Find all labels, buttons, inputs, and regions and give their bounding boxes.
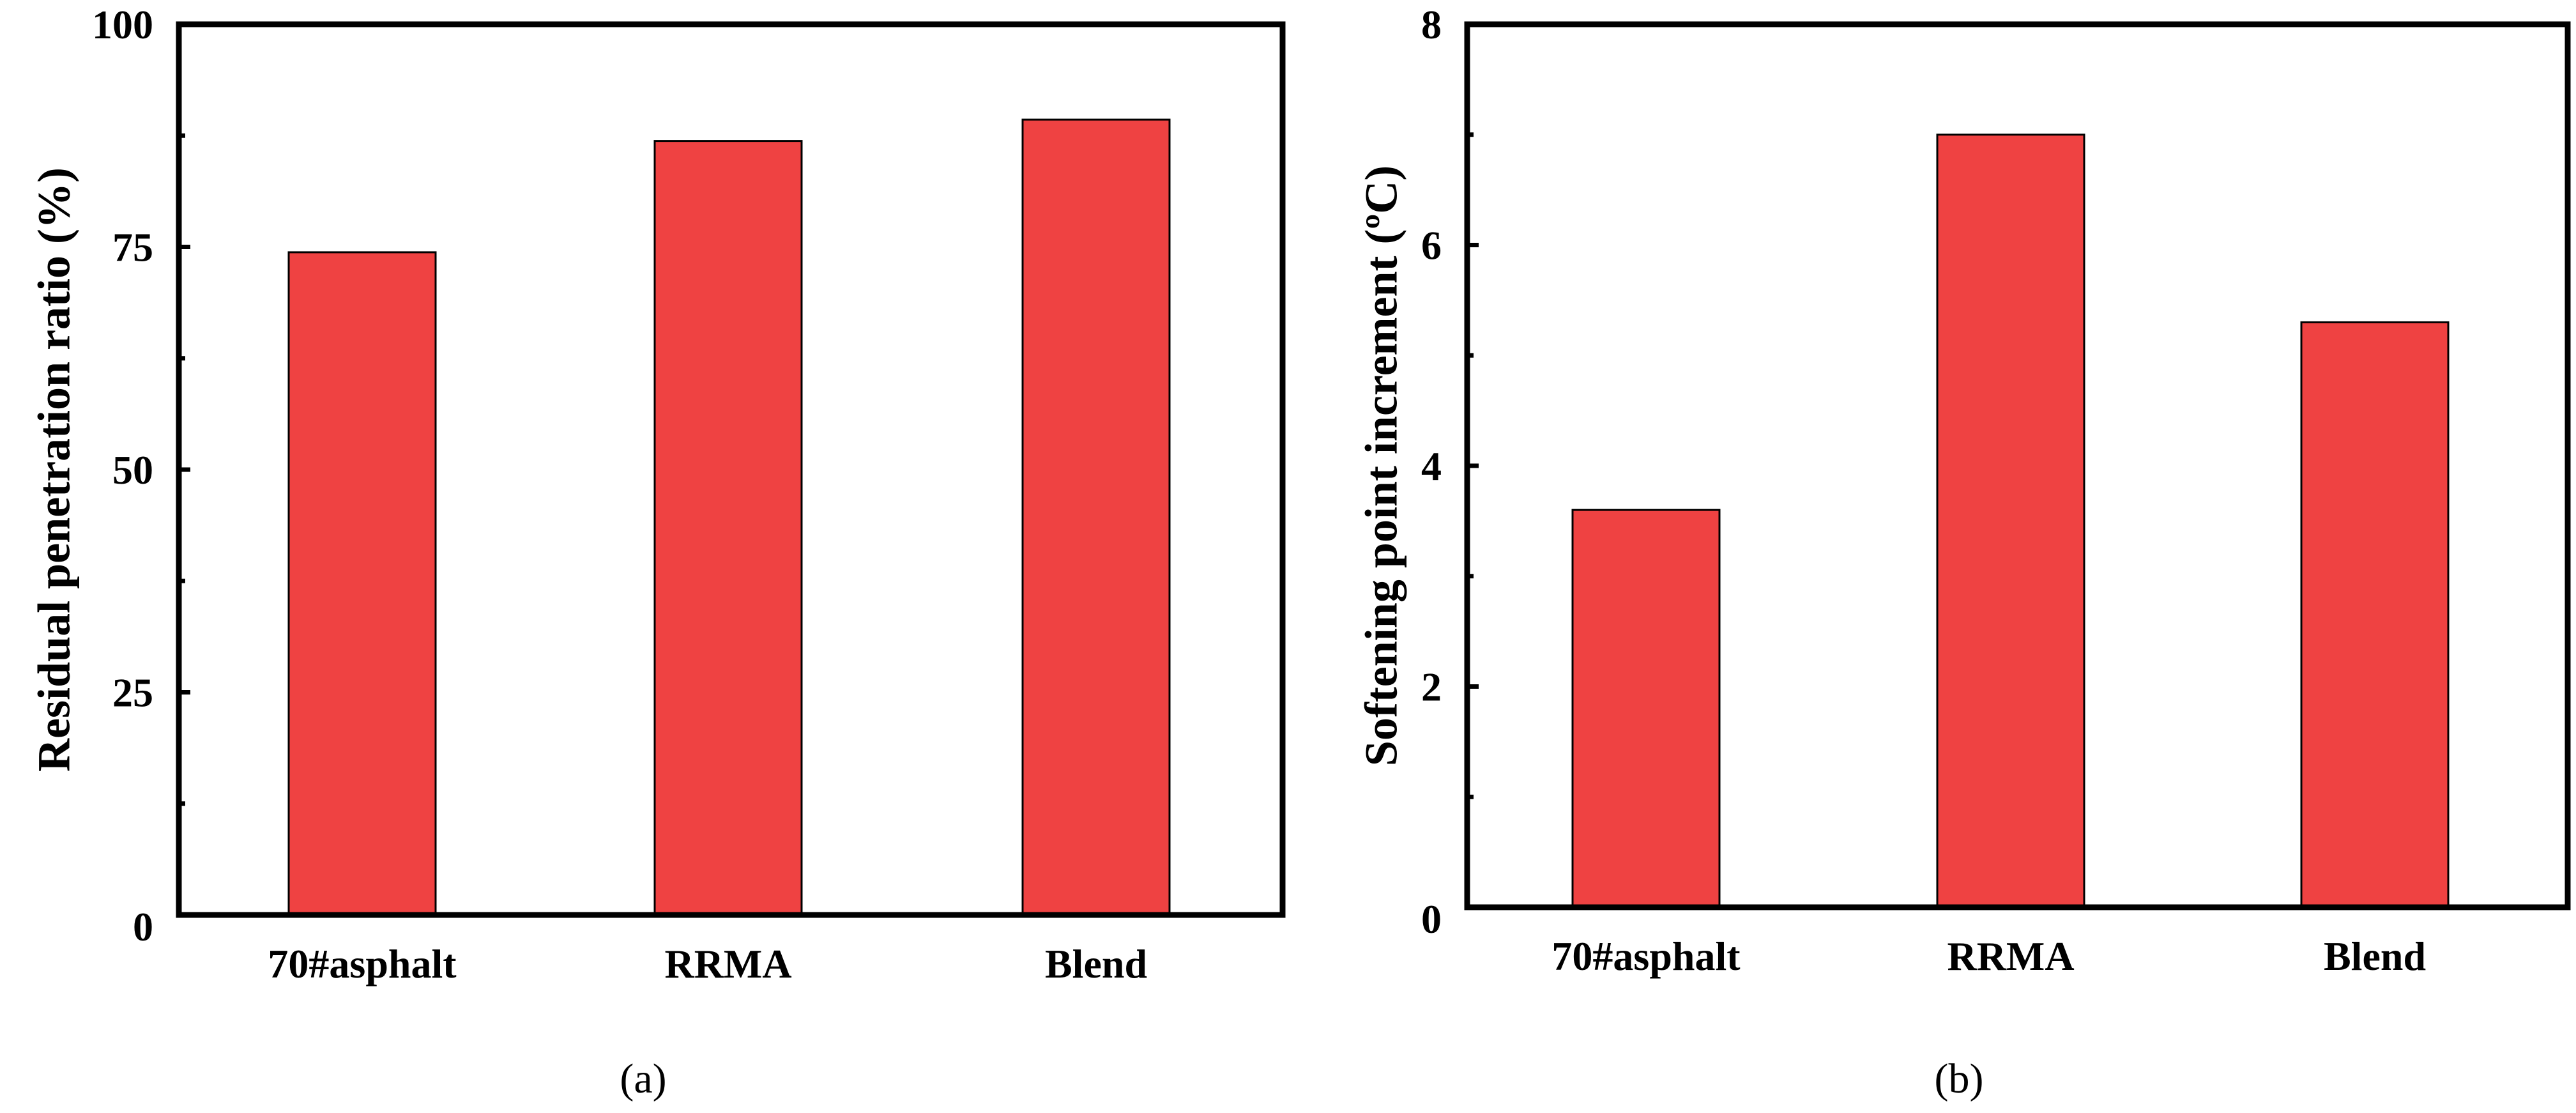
- y-axis-title-b: Softening point increment (ºC): [1356, 165, 1407, 766]
- x-category-label: Blend: [1045, 941, 1147, 986]
- bar-70-asphalt: [1571, 509, 1721, 909]
- x-category-label: RRMA: [1947, 933, 2074, 979]
- chart-panel-a: 0 25 50 75 100 70#asphalt RRMA Blend Residual …: [29, 2, 1286, 1102]
- bar-group-a: [287, 118, 1171, 916]
- x-category-label: 70#asphalt: [1551, 933, 1741, 979]
- x-category-label: 70#asphalt: [268, 941, 457, 986]
- x-category-label: RRMA: [664, 941, 791, 986]
- plot-frame-b: [1464, 21, 2571, 910]
- y-tick-label: 75: [112, 225, 153, 270]
- y-tick-label: 8: [1421, 2, 1442, 47]
- bar-blend: [1021, 118, 1171, 916]
- y-tick-label: 2: [1421, 664, 1442, 710]
- plot-frame-a: [176, 21, 1286, 918]
- y-tick-label: 6: [1421, 223, 1442, 268]
- bar-blend: [2300, 321, 2450, 909]
- y-tick-label: 100: [92, 2, 153, 47]
- panel-label-b: (b): [1935, 1055, 1984, 1102]
- y-tick-label: 0: [133, 904, 153, 949]
- y-axis-title-a: Residual penetration ratio (%): [29, 167, 80, 772]
- bar-rrma: [1936, 134, 2085, 909]
- y-tick-label: 0: [1421, 896, 1442, 942]
- bar-70-asphalt: [287, 251, 437, 916]
- bar-rrma: [653, 140, 803, 916]
- y-axis-tick-labels-a: 0 25 50 75 100: [92, 2, 153, 949]
- bar-group-b: [1571, 134, 2450, 909]
- x-category-label: Blend: [2324, 933, 2426, 979]
- panel-label-a: (a): [620, 1055, 666, 1102]
- chart-panel-b: 0 2 4 6 8 70#asphalt RRMA Blend Softening poin…: [1356, 2, 2571, 1102]
- y-tick-label: 25: [112, 670, 153, 716]
- y-axis-tick-labels-b: 0 2 4 6 8: [1421, 2, 1442, 942]
- y-tick-label: 4: [1421, 443, 1442, 489]
- x-axis-category-labels-b: 70#asphalt RRMA Blend: [1551, 933, 2426, 979]
- x-axis-category-labels-a: 70#asphalt RRMA Blend: [268, 941, 1147, 986]
- y-tick-label: 50: [112, 447, 153, 493]
